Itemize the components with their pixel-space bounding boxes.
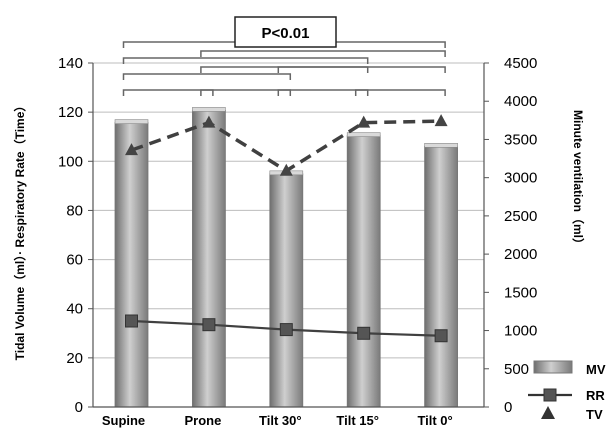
legend-item-rr: RR [528, 388, 605, 403]
significance-bracket [122, 89, 214, 96]
annotation-text: P<0.01 [262, 25, 310, 42]
right-tick-label: 3000 [504, 170, 537, 187]
legend-swatch-mv [533, 360, 573, 374]
right-tick-label: 1500 [504, 284, 537, 301]
bar-mv-top [114, 119, 149, 124]
left-tick-label: 60 [66, 252, 83, 269]
significance-bracket [354, 89, 446, 96]
category-labels: Supine Prone Tilt 30° Tilt 15° Tilt 0° [102, 413, 453, 428]
bar-mv [114, 122, 149, 408]
significance-brackets [122, 41, 446, 96]
right-tick-label: 500 [504, 361, 529, 378]
point-tv [357, 115, 371, 128]
right-tick-label: 3500 [504, 131, 537, 148]
right-tick-label: 2500 [504, 208, 537, 225]
significance-bracket [200, 89, 292, 96]
legend: MV RR TV [528, 360, 606, 422]
significance-bracket [200, 66, 369, 73]
significance-bracket [277, 89, 369, 96]
point-rr [125, 314, 138, 328]
legend-label-tv: TV [586, 407, 603, 422]
right-tick-label: 4000 [504, 93, 537, 110]
legend-label-mv: MV [586, 362, 606, 377]
bar-mv-top [424, 143, 458, 148]
category-label: Tilt 30° [259, 413, 302, 428]
left-tick-label: 20 [66, 350, 83, 367]
left-tick-label: 0 [75, 399, 83, 416]
left-tick-label: 40 [66, 301, 83, 318]
legend-marker-tv [541, 406, 555, 419]
bar-mv [269, 173, 304, 408]
category-label: Prone [184, 413, 221, 428]
legend-item-mv: MV [533, 360, 606, 377]
bar-mv [191, 109, 226, 408]
category-label: Tilt 15° [336, 413, 379, 428]
category-label: Supine [102, 413, 145, 428]
right-tick-label: 2000 [504, 246, 537, 263]
left-tick-label: 100 [58, 153, 83, 170]
bar-mv-top [192, 107, 226, 112]
point-tv [434, 114, 448, 127]
line-series [125, 114, 448, 343]
line-tv [130, 119, 442, 173]
significance-bracket [277, 66, 446, 73]
significance-bracket [122, 57, 369, 64]
right-axis-title: Minute ventilation（ml） [571, 110, 586, 250]
left-tick-label: 140 [58, 55, 83, 72]
axes [92, 63, 485, 408]
bar-mv [346, 135, 381, 408]
annotation-box: P<0.01 [234, 16, 337, 48]
point-rr [279, 323, 293, 337]
significance-bracket [200, 50, 446, 57]
left-tick-label: 120 [58, 104, 83, 121]
bar-series [114, 107, 459, 408]
legend-label-rr: RR [586, 388, 605, 403]
left-axis-title: Tidal Volume（ml）· Respiratory Rate（Time） [12, 100, 27, 361]
bar-mv [424, 145, 459, 408]
right-axis-ticks: 0 500 1000 1500 2000 2500 3000 3500 4000 4500 [484, 55, 537, 416]
right-tick-label: 4500 [504, 55, 537, 72]
bar-mv-top [346, 132, 381, 137]
point-rr [434, 329, 448, 343]
point-rr [357, 326, 371, 340]
left-axis-ticks: 0 20 40 60 80 100 120 140 [58, 55, 93, 416]
right-tick-label: 0 [504, 399, 512, 416]
significance-bracket [122, 73, 292, 80]
left-tick-label: 80 [66, 202, 83, 219]
right-tick-label: 1000 [504, 323, 537, 340]
category-label: Tilt 0° [417, 413, 452, 428]
point-tv [125, 143, 138, 156]
legend-item-tv: TV [541, 406, 603, 422]
point-rr [202, 318, 216, 332]
point-tv [202, 115, 216, 128]
point-tv [279, 163, 293, 176]
legend-marker-rr [543, 388, 557, 402]
